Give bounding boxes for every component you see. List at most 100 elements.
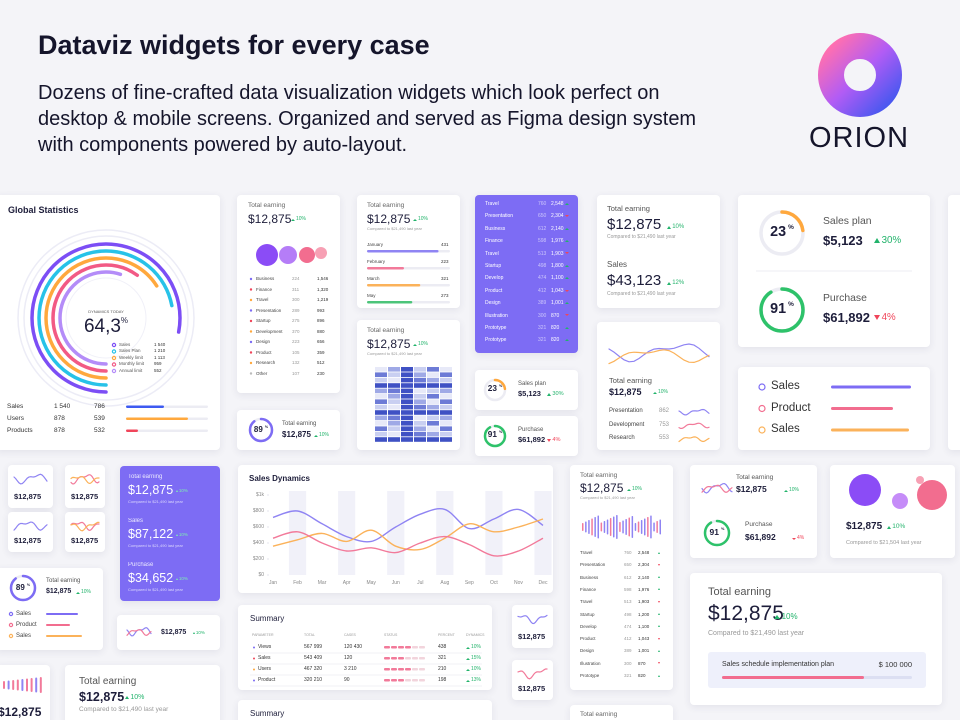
change-value: 10% [471, 644, 482, 650]
ring-small-card: 89% Total earning $12,875 10% Sales Product Sa… [0, 568, 103, 650]
rows: 1,903 [638, 599, 650, 605]
heat-cell [388, 399, 400, 404]
sparkline [608, 343, 710, 363]
heat-cell [414, 399, 426, 404]
rows: 210 [438, 666, 447, 672]
purchase-value: $61,892 [745, 532, 776, 542]
rows: Business [485, 225, 506, 232]
rows: 1,100 [638, 623, 650, 629]
rows: 1,546 [317, 276, 329, 281]
change: 10% [291, 217, 306, 222]
change-value: 10% [658, 389, 669, 395]
value: $12,875 [248, 212, 292, 226]
rows: 321 [538, 325, 547, 331]
unit: % [788, 301, 794, 309]
change: 10% [466, 645, 481, 650]
legend-dot [758, 426, 766, 434]
status-segment [391, 646, 397, 649]
heat-cell [375, 421, 387, 426]
change: 30% [873, 234, 902, 246]
legend: 1 540 [154, 341, 166, 347]
label: $200 [252, 555, 264, 562]
trend-arrow [565, 277, 569, 280]
heat-cell [427, 367, 439, 372]
change-value: 10% [319, 432, 330, 438]
purchase-value: $61,892 [518, 435, 546, 445]
heat-cell [414, 388, 426, 394]
items: Sales [16, 611, 32, 617]
mini-bar [600, 522, 603, 532]
heat-cell [401, 377, 413, 383]
plan-value: $5,123 [518, 389, 541, 399]
ring-label: 91% [482, 431, 508, 439]
ring-label: 23% [759, 224, 805, 239]
status-segment [419, 657, 425, 660]
bars: 223 [441, 259, 449, 264]
rows: 567 999 [304, 644, 323, 650]
rows: Finance [485, 238, 503, 245]
months: Dec [538, 580, 548, 586]
row-dot [249, 298, 253, 302]
sparkline-card: $12,875 [8, 465, 53, 508]
change-arrow [653, 391, 657, 394]
rows: 870 [551, 312, 560, 319]
sales-dynamics-card: Sales Dynamics Jan Feb Mar Apr May Jun Jul Aug Se… [238, 465, 553, 593]
change-arrow [193, 632, 195, 635]
rows: 300 [292, 297, 300, 302]
sales-note: Compared to $21,490 last year [607, 291, 676, 297]
graphics [70, 474, 100, 485]
rows: Travel [485, 201, 499, 207]
title: Total earning [367, 202, 405, 209]
change-arrow [547, 438, 552, 442]
rows: Product [580, 636, 596, 642]
change-arrow [466, 646, 470, 649]
ring-label: 91% [703, 527, 730, 537]
months: Feb [293, 580, 302, 586]
change-arrow [413, 343, 417, 346]
summary-title: Summary [250, 709, 285, 718]
bar [126, 429, 138, 432]
change: 10% [314, 433, 329, 438]
title: Total earning [128, 474, 163, 480]
change-arrow [314, 434, 318, 437]
rows: Travel [580, 599, 593, 605]
heat-cell [401, 372, 413, 377]
mini-bar [591, 518, 593, 536]
unit: % [264, 424, 269, 429]
legend-dot [758, 383, 766, 391]
heat-cell [375, 388, 387, 394]
mini-bar [594, 517, 596, 537]
row-dot [249, 277, 253, 281]
earning-note: Compared to $21,490 last year [79, 706, 169, 713]
change-value: 30% [881, 234, 902, 246]
rows: Travel [485, 250, 499, 257]
value: $12,875 [607, 216, 662, 233]
rows: Startup [580, 611, 595, 617]
months: May [366, 580, 376, 586]
values: $12,875 [14, 492, 42, 501]
trend-arrow [565, 314, 569, 317]
heat-cell [440, 394, 452, 399]
purchase-title: Purchase [823, 293, 867, 305]
trend-arrow [658, 576, 660, 579]
legend-bar [831, 385, 911, 389]
rows: 2,140 [551, 225, 564, 232]
change-value: 4% [881, 311, 896, 323]
heat-cell [388, 415, 400, 421]
summary-card: Summary PARAMETER TOTAL CASES STATUS PERCENT D… [238, 605, 492, 690]
graphics [248, 417, 274, 443]
note: Compared to $21,490 last year [580, 495, 635, 500]
title: Sales [128, 518, 144, 524]
months: Oct [490, 580, 498, 586]
status-segment [412, 646, 418, 649]
status-segment [405, 668, 411, 671]
heat-cell [427, 388, 439, 394]
legend: Sales [119, 341, 131, 347]
value: $12,875 [708, 602, 784, 625]
mini-bar [631, 516, 634, 538]
rows: Product [258, 677, 276, 683]
bars: 321 [441, 276, 449, 281]
values: $12,875 [71, 492, 99, 501]
unit: % [120, 316, 129, 325]
sales-title: Sales [607, 260, 628, 269]
